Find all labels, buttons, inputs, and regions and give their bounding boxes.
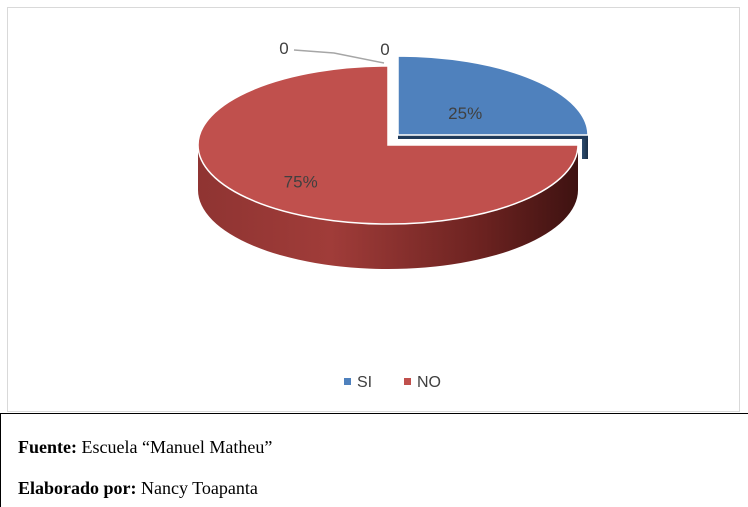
- slice-si-side: [582, 135, 588, 159]
- author-value: Nancy Toapanta: [136, 478, 258, 498]
- data-label-si: 25%: [448, 104, 482, 123]
- source-notes: Fuente: Escuela “Manuel Matheu” Elaborad…: [0, 413, 748, 507]
- slice-no: [197, 65, 579, 225]
- slice-si-cut: [398, 135, 588, 139]
- author-label: Elaborado por:: [18, 478, 137, 498]
- source-label: Fuente:: [18, 437, 77, 457]
- data-label-zero-right: 0: [380, 40, 389, 59]
- legend-swatch-no: [404, 378, 411, 385]
- legend: SI NO: [344, 374, 441, 391]
- pie-chart: 25% 75% 0 0 SI NO: [197, 39, 589, 391]
- slice-no-side: [198, 145, 578, 269]
- slice-si: [397, 55, 589, 136]
- data-label-no: 75%: [284, 172, 318, 191]
- legend-label-si: SI: [357, 374, 372, 391]
- legend-swatch-si: [344, 378, 351, 385]
- chart-frame: 25% 75% 0 0 SI NO: [7, 7, 740, 412]
- source-line: Fuente: Escuela “Manuel Matheu”: [18, 437, 272, 458]
- legend-label-no: NO: [417, 374, 441, 391]
- data-label-zero-left: 0: [279, 39, 288, 58]
- author-line: Elaborado por: Nancy Toapanta: [18, 478, 258, 499]
- source-value: Escuela “Manuel Matheu”: [76, 437, 273, 457]
- leader-line: [293, 49, 385, 64]
